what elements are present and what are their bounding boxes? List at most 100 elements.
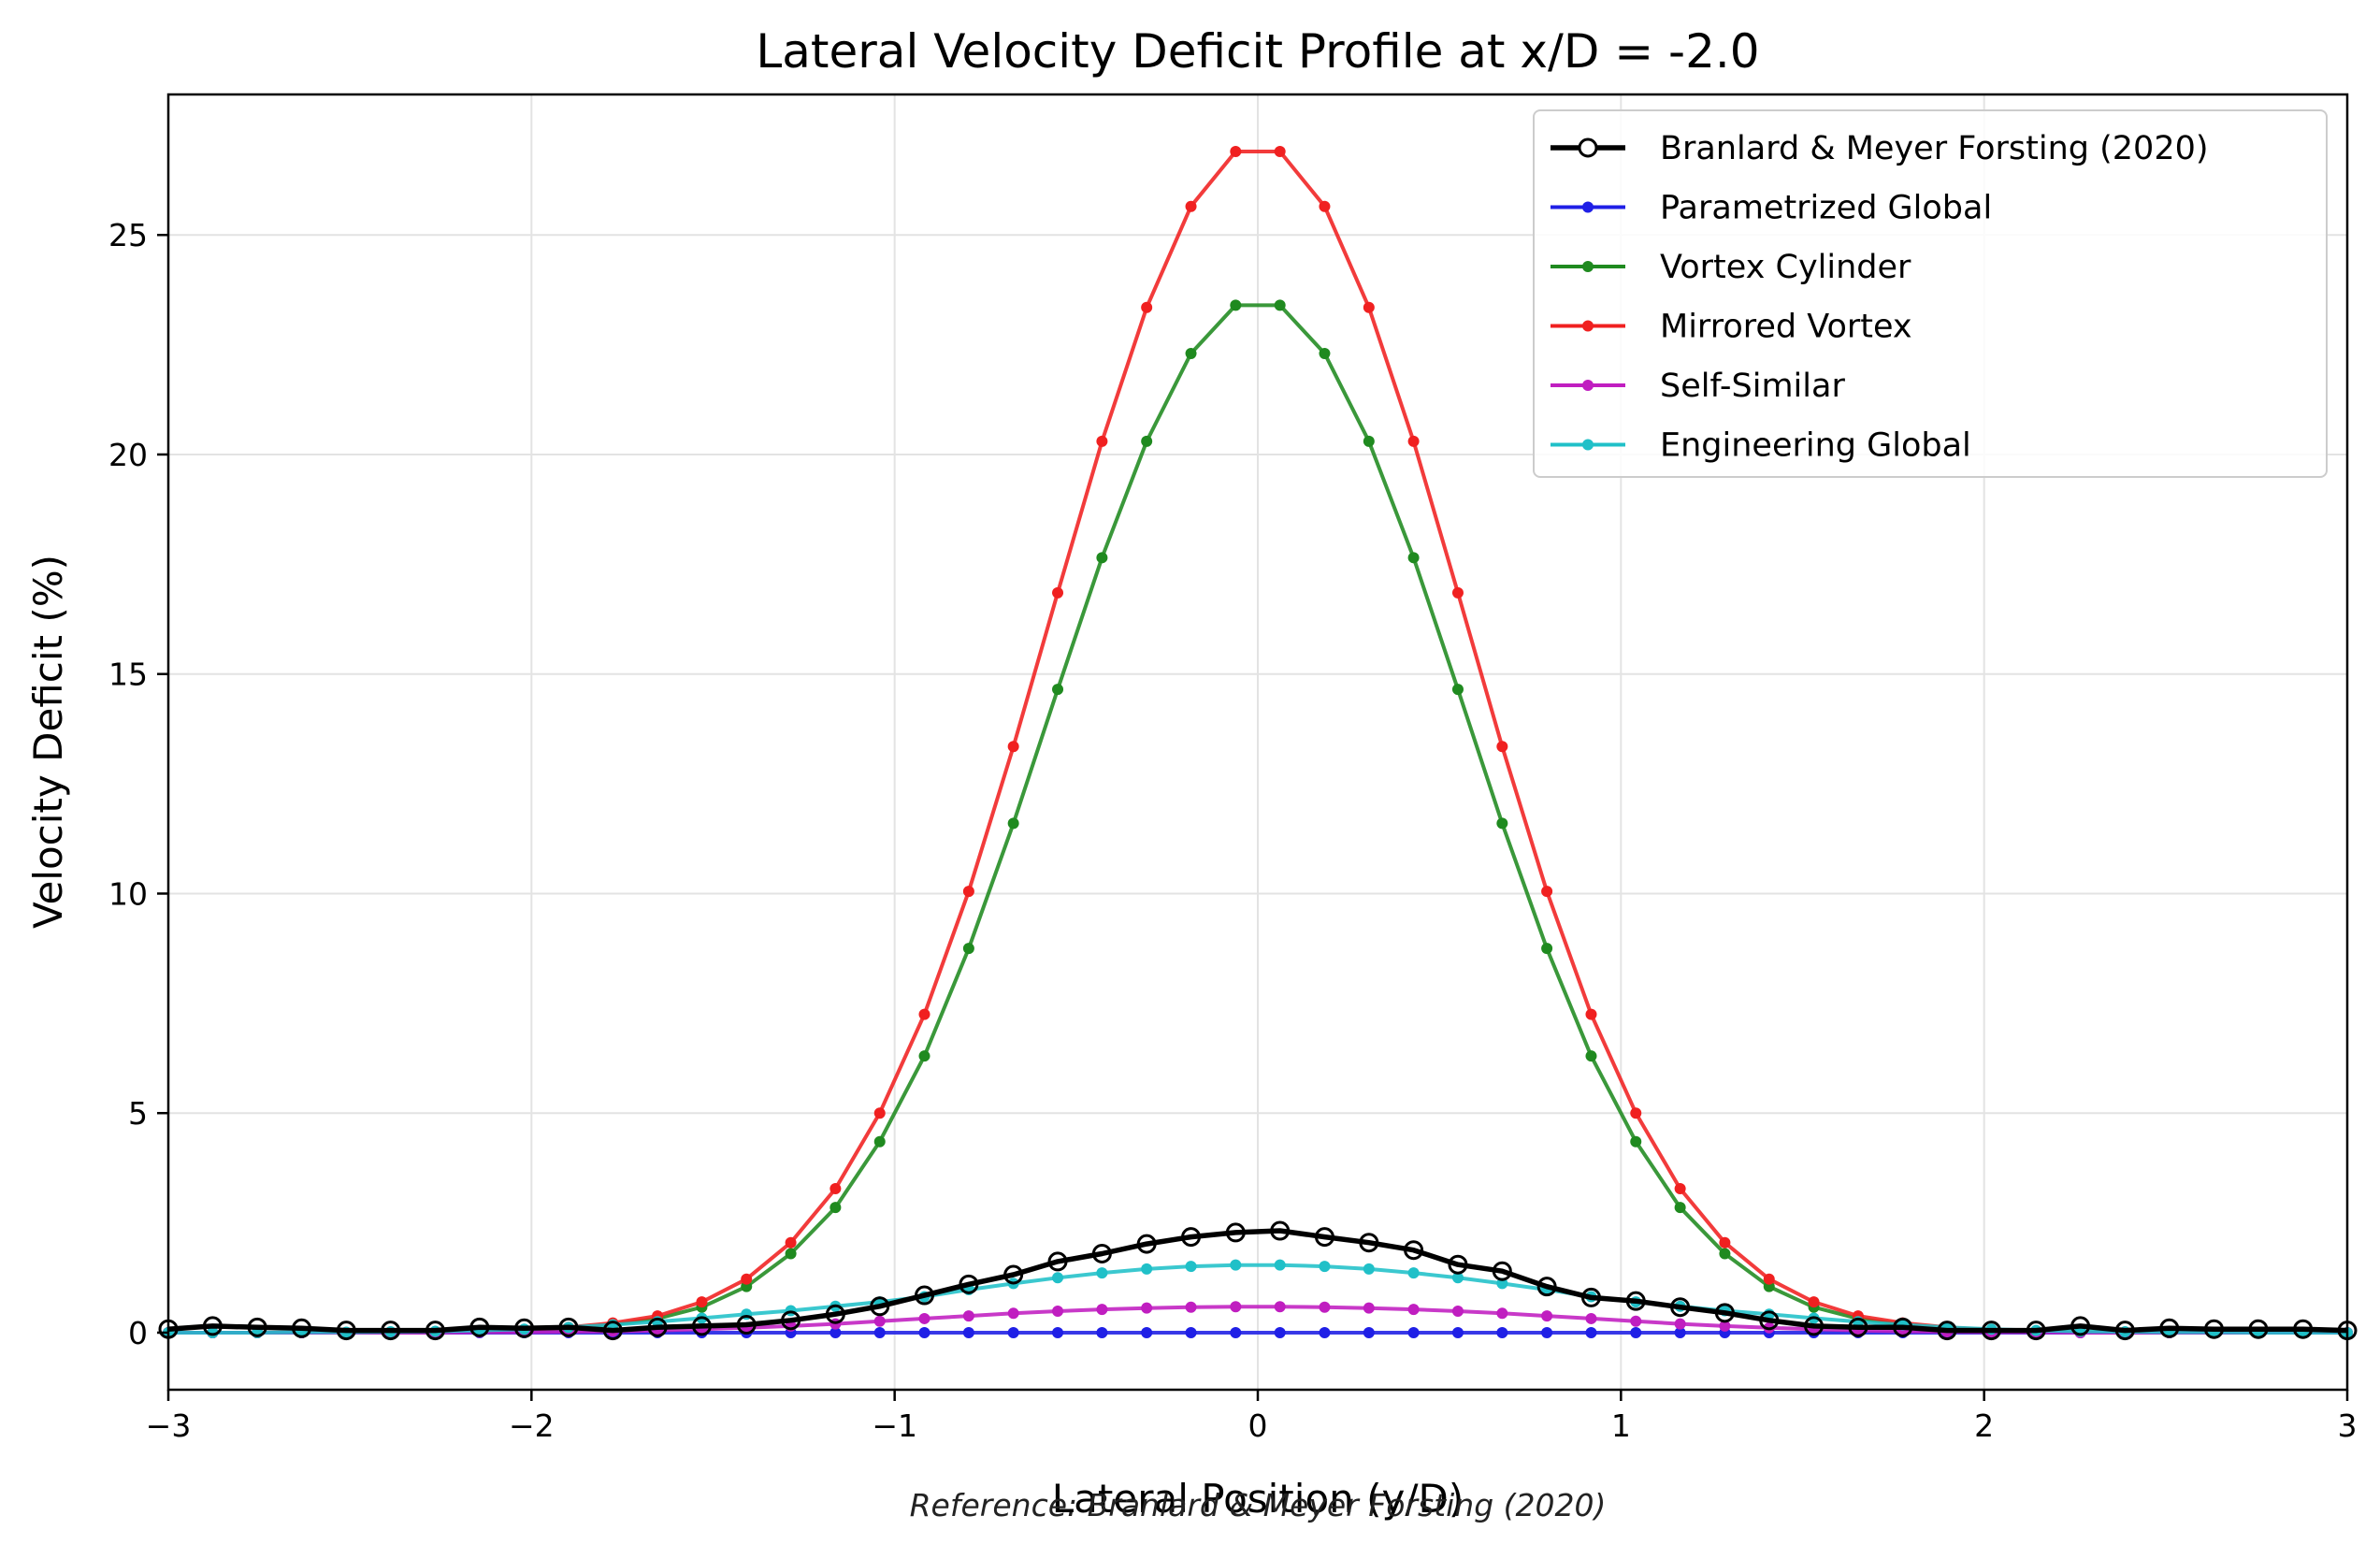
data-point [1136, 1234, 1157, 1254]
data-point [1585, 1312, 1597, 1324]
data-point [1052, 1326, 1064, 1338]
data-point [1230, 1301, 1242, 1313]
x-tick-label: −1 [872, 1407, 917, 1444]
x-tick-label: 1 [1611, 1407, 1631, 1444]
data-point [1451, 586, 1464, 599]
data-point [1580, 1287, 1601, 1307]
data-point [1274, 299, 1286, 311]
data-point [1541, 1326, 1553, 1338]
legend-marker [1582, 201, 1594, 213]
data-point [1052, 1272, 1064, 1284]
data-point [1314, 1227, 1334, 1248]
data-point [918, 1312, 930, 1324]
data-point [1630, 1107, 1642, 1119]
data-point [2026, 1321, 2046, 1341]
data-point [1274, 146, 1286, 158]
data-point [1719, 1320, 1731, 1332]
data-point [1541, 886, 1553, 898]
data-point [1496, 741, 1508, 753]
data-point [1536, 1277, 1557, 1297]
data-point [915, 1285, 935, 1306]
data-point [1185, 1261, 1197, 1273]
x-tick-label: 0 [1248, 1407, 1268, 1444]
data-point [1363, 1302, 1375, 1314]
data-point [1359, 1233, 1379, 1253]
data-point [1759, 1310, 1780, 1331]
legend-marker [1582, 439, 1594, 451]
data-point [1451, 1272, 1464, 1284]
data-point [918, 1008, 930, 1020]
data-point [1674, 1202, 1686, 1214]
x-tick-label: 3 [2338, 1407, 2358, 1444]
legend-label: Vortex Cylinder [1660, 249, 1911, 286]
data-point [1714, 1303, 1735, 1323]
data-point [1363, 301, 1375, 313]
y-tick-label: 0 [128, 1315, 148, 1351]
data-point [1047, 1251, 1068, 1272]
data-point [1007, 817, 1019, 830]
data-point [1319, 200, 1331, 212]
legend-marker [1578, 137, 1598, 158]
data-point [1096, 435, 1108, 447]
data-point [1141, 1263, 1153, 1275]
data-point [1804, 1316, 1825, 1336]
data-point [1407, 435, 1420, 447]
data-point [1670, 1297, 1691, 1318]
data-point [873, 1107, 886, 1119]
data-point [1141, 1302, 1153, 1314]
data-point [2114, 1321, 2135, 1341]
data-point [1719, 1248, 1731, 1260]
data-point [558, 1317, 579, 1337]
data-point [1541, 943, 1553, 955]
data-point [1451, 684, 1464, 696]
data-point [870, 1296, 890, 1317]
x-tick-label: −2 [509, 1407, 555, 1444]
data-point [1096, 1304, 1108, 1316]
data-point [647, 1317, 668, 1337]
legend: Branlard & Meyer Forsting (2020) Parametr… [1533, 109, 2328, 478]
data-point [785, 1236, 797, 1249]
data-point [1496, 1278, 1508, 1290]
reference-note: Reference: Branlard & Meyer Forsting (20… [910, 1487, 1607, 1523]
data-point [873, 1315, 886, 1327]
data-point [825, 1304, 845, 1324]
data-point [1225, 1222, 1246, 1243]
data-point [1492, 1261, 1512, 1281]
data-point [2070, 1316, 2091, 1336]
data-point [962, 886, 974, 898]
data-point [736, 1315, 757, 1335]
data-point [1625, 1291, 1646, 1311]
data-point [1541, 1310, 1553, 1322]
data-point [1585, 1326, 1597, 1338]
data-point [336, 1321, 356, 1341]
data-point [1319, 1326, 1331, 1338]
data-point [381, 1321, 401, 1341]
data-point [829, 1182, 842, 1194]
y-axis-label: Velocity Deficit (%) [25, 555, 71, 929]
data-point [1407, 552, 1420, 564]
data-point [781, 1310, 801, 1331]
data-point [962, 1326, 974, 1338]
data-point [1363, 1326, 1375, 1338]
data-point [1719, 1236, 1731, 1249]
data-point [2248, 1319, 2269, 1339]
y-tick-label: 5 [128, 1095, 148, 1132]
data-point [1981, 1321, 2001, 1341]
legend-marker [1582, 261, 1594, 272]
legend-label: Parametrized Global [1660, 190, 1992, 227]
data-point [1052, 1305, 1064, 1317]
x-axis-label: Lateral Position (y/D) [1052, 1476, 1464, 1522]
data-point [1585, 1050, 1597, 1062]
data-point [785, 1248, 797, 1260]
data-point [425, 1321, 445, 1341]
data-point [1270, 1220, 1291, 1241]
data-point [918, 1326, 930, 1338]
data-point [962, 943, 974, 955]
data-point [1230, 146, 1242, 158]
data-point [1274, 1301, 1286, 1313]
data-point [1141, 301, 1153, 313]
data-point [1451, 1305, 1464, 1317]
data-point [1185, 1326, 1197, 1338]
data-point [1319, 348, 1331, 359]
